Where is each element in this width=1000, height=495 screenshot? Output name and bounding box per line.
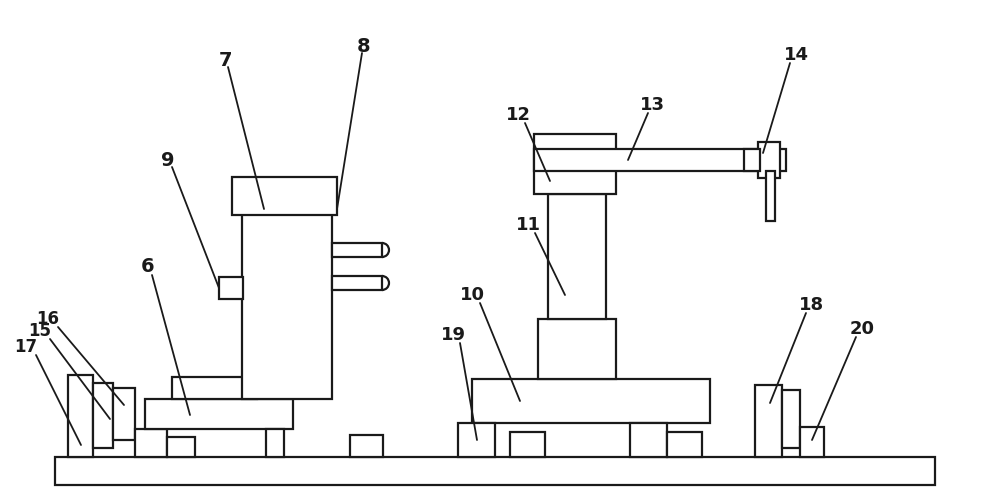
Bar bbox=[538, 319, 616, 379]
Bar bbox=[800, 427, 824, 457]
Text: 7: 7 bbox=[218, 51, 232, 70]
Bar bbox=[667, 432, 702, 457]
Bar bbox=[135, 429, 167, 457]
Bar bbox=[758, 142, 780, 178]
Text: 10: 10 bbox=[460, 286, 484, 304]
Bar bbox=[242, 213, 332, 399]
Bar bbox=[766, 171, 775, 221]
Bar bbox=[630, 423, 667, 457]
Bar bbox=[510, 432, 545, 457]
Bar bbox=[219, 277, 243, 299]
Bar bbox=[266, 429, 284, 457]
Text: 13: 13 bbox=[640, 96, 664, 114]
Bar bbox=[458, 423, 495, 457]
Bar bbox=[472, 379, 710, 423]
Bar bbox=[167, 437, 195, 457]
Text: 16: 16 bbox=[36, 310, 60, 328]
Text: 8: 8 bbox=[357, 38, 371, 56]
Text: 17: 17 bbox=[14, 338, 38, 356]
Bar bbox=[68, 375, 93, 457]
Text: 12: 12 bbox=[506, 106, 530, 124]
Bar bbox=[55, 457, 935, 485]
Bar bbox=[232, 177, 337, 215]
Text: 15: 15 bbox=[28, 322, 52, 340]
Text: 20: 20 bbox=[849, 320, 874, 338]
Bar bbox=[332, 243, 382, 257]
Bar bbox=[172, 377, 257, 399]
Bar bbox=[548, 194, 606, 319]
Text: 11: 11 bbox=[516, 216, 540, 234]
Bar bbox=[534, 149, 786, 171]
Bar bbox=[782, 390, 800, 448]
Text: 14: 14 bbox=[784, 46, 808, 64]
Text: 19: 19 bbox=[440, 326, 466, 344]
Bar bbox=[744, 149, 760, 171]
Bar bbox=[534, 134, 616, 194]
Bar bbox=[145, 399, 293, 429]
Text: 6: 6 bbox=[141, 257, 155, 277]
Bar bbox=[332, 276, 382, 290]
Bar bbox=[113, 388, 135, 440]
Bar bbox=[755, 385, 782, 457]
Bar bbox=[350, 435, 383, 457]
Text: 9: 9 bbox=[161, 151, 175, 170]
Text: 18: 18 bbox=[799, 296, 825, 314]
Bar bbox=[93, 383, 113, 448]
